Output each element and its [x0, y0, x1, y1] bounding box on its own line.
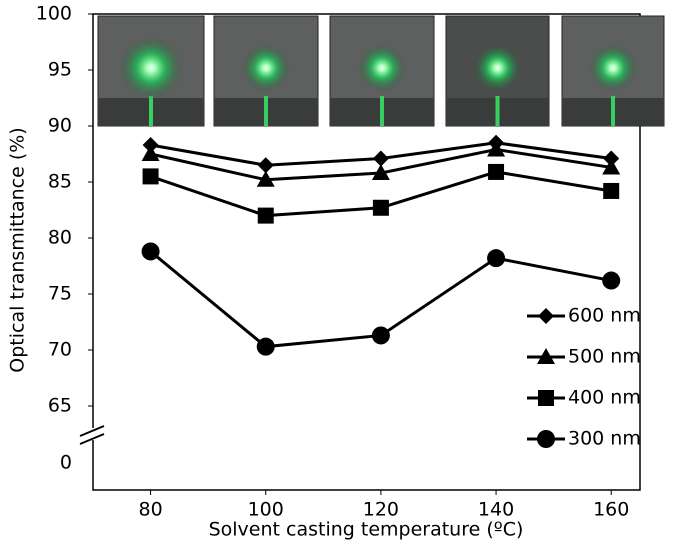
marker [487, 140, 506, 157]
photo-spot [589, 44, 637, 92]
y-tick-label: 75 [48, 283, 72, 305]
inset-photo [445, 15, 550, 127]
y-tick-label: 85 [48, 171, 72, 193]
marker [602, 271, 621, 290]
x-tick-label: 100 [248, 499, 284, 521]
photo-beam [495, 96, 500, 126]
photo-beam [611, 96, 615, 126]
photo-spot [473, 44, 522, 92]
marker [487, 249, 506, 268]
y-tick-label: 90 [48, 115, 72, 137]
marker [141, 242, 160, 261]
break-slash [79, 433, 105, 445]
y-tick-label: 70 [48, 339, 72, 361]
y-break-tick-label: 0 [60, 452, 72, 474]
marker [602, 158, 621, 175]
legend-entry: 600 nm [527, 305, 641, 327]
legend-marker [538, 308, 554, 324]
photo-spot [242, 44, 290, 92]
inset-photo [329, 15, 435, 127]
legend-marker [538, 390, 554, 406]
marker [141, 145, 160, 161]
marker [603, 182, 620, 199]
marker [256, 170, 275, 187]
marker [257, 157, 274, 174]
break-slash [79, 425, 105, 437]
marker [372, 150, 389, 167]
legend-label: 400 nm [568, 387, 641, 409]
legend-marker [537, 348, 555, 364]
legend-entry: 500 nm [527, 346, 641, 368]
y-tick-label: 65 [48, 395, 72, 417]
photo-spot [119, 36, 183, 100]
marker [371, 164, 390, 181]
plot-frame [92, 13, 641, 491]
photo-beam [264, 96, 268, 126]
y-tick-label: 80 [48, 227, 72, 249]
marker [371, 326, 390, 345]
legend-label: 500 nm [568, 346, 641, 368]
y-tick-label: 95 [48, 59, 72, 81]
photo-spot [358, 44, 406, 92]
axis-break [79, 425, 105, 445]
legend-entry: 400 nm [527, 387, 641, 409]
marker [488, 163, 505, 180]
x-tick-label: 80 [138, 499, 162, 521]
marker [257, 207, 274, 224]
marker [256, 337, 275, 356]
inset-photo [561, 15, 665, 127]
inset-photo [97, 15, 205, 127]
legend-label: 300 nm [568, 428, 641, 450]
y-tick-label: 100 [36, 3, 72, 25]
photo-beam [149, 96, 153, 126]
marker [142, 168, 159, 185]
legend-label: 600 nm [568, 305, 641, 327]
inset-photo [213, 15, 319, 127]
y-axis-label: Optical transmittance (%) [7, 127, 29, 372]
legend-entry: 300 nm [527, 428, 641, 450]
legend-marker [537, 430, 555, 448]
photo-beam [380, 96, 384, 126]
x-axis-label: Solvent casting temperature (ºC) [209, 519, 524, 541]
x-tick-label: 140 [478, 499, 514, 521]
x-tick-label: 160 [593, 499, 629, 521]
marker [372, 199, 389, 216]
x-tick-label: 120 [363, 499, 399, 521]
